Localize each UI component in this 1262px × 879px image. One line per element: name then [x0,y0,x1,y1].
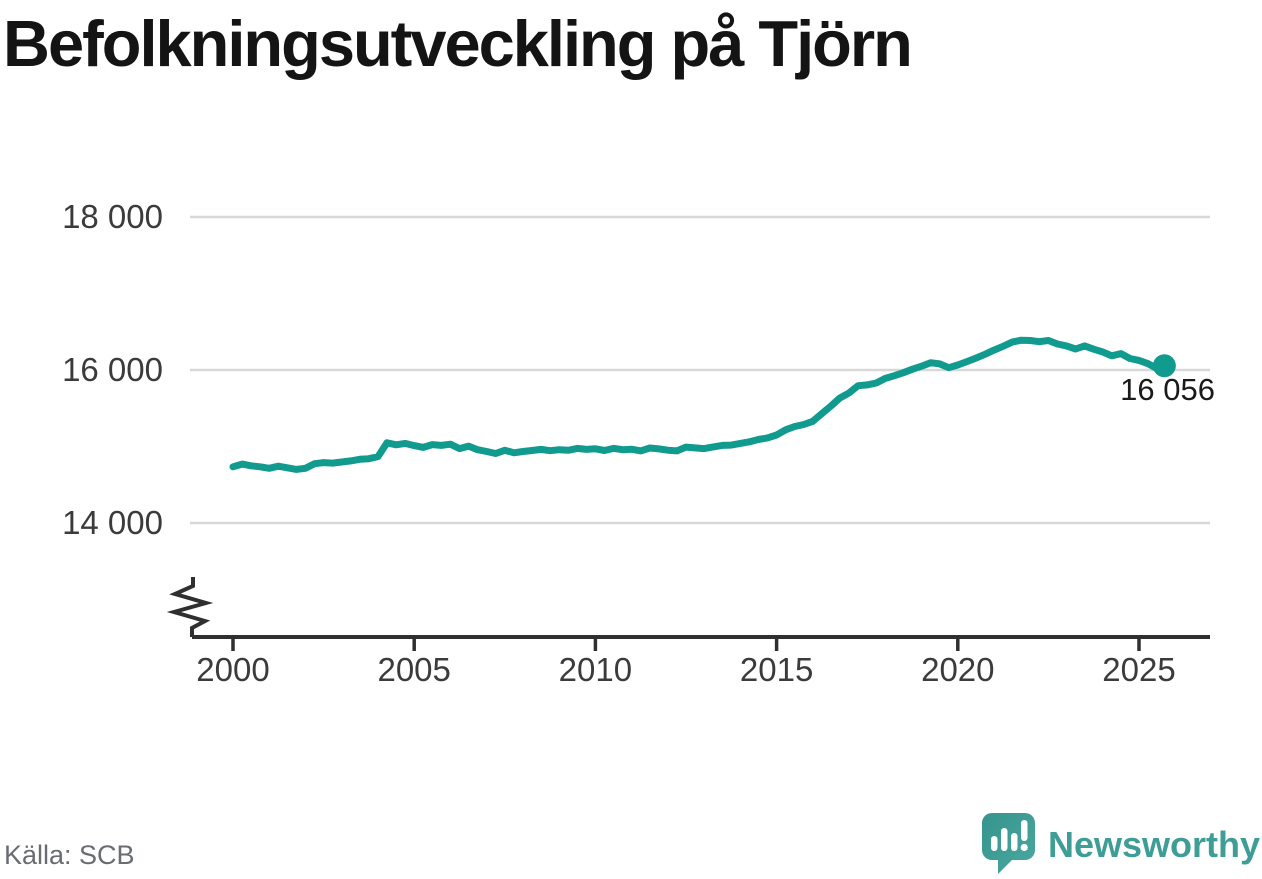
y-axis-tick-label: 16 000 [62,351,163,388]
x-axis-tick-label: 2015 [739,651,814,688]
x-axis-tick-label: 2005 [377,651,451,688]
y-axis-tick-label: 18 000 [62,198,163,235]
newsworthy-speech-bubble-icon [981,813,1035,874]
y-axis-tick-label: 14 000 [62,504,163,541]
latest-point-marker [1152,354,1176,378]
x-axis-tick-label: 2025 [1102,651,1176,688]
latest-value-label: 16 056 [1120,372,1215,407]
y-axis-break-icon [166,577,214,637]
source-note: Källa: SCB [4,840,135,870]
page-title: Befolkningsutveckling på Tjörn [3,7,913,80]
x-axis-tick-label: 2020 [921,651,995,688]
brand-logo: Newsworthy [981,813,1260,877]
x-axis-tick-label: 2010 [558,651,633,688]
population-line [229,336,1168,473]
x-axis-tick-label: 2000 [196,651,270,688]
brand-wordmark: Newsworthy [1047,824,1260,865]
